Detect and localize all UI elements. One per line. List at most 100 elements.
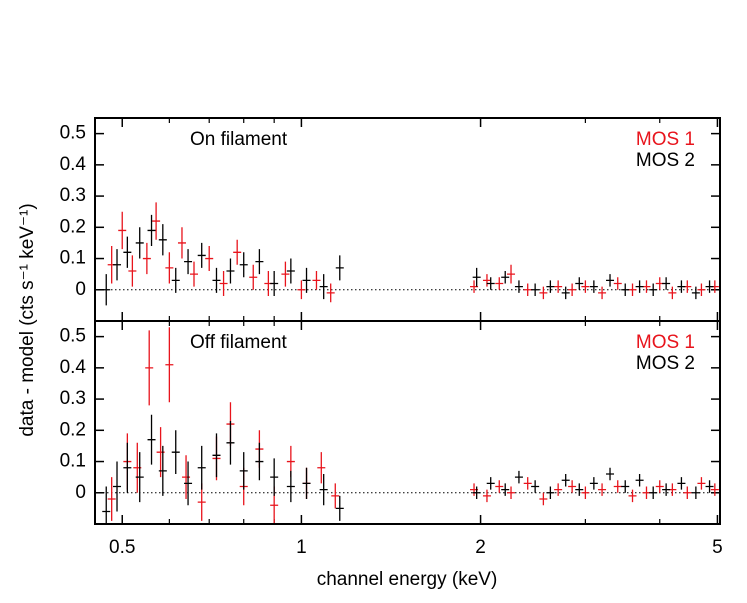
legend-label: MOS 1 [636, 332, 695, 353]
error-bar [113, 249, 122, 281]
y-tick-label: 0.2 [60, 216, 86, 237]
error-bar [705, 480, 714, 493]
error-bar [554, 483, 563, 496]
error-bar [691, 286, 700, 300]
legend-label: MOS 1 [636, 129, 695, 150]
error-bar [158, 445, 167, 496]
error-bar [561, 286, 570, 300]
error-bar [581, 486, 590, 500]
error-bar [655, 480, 664, 493]
y-tick-label: 0.3 [60, 388, 86, 409]
error-bar [561, 474, 570, 487]
error-bar [147, 214, 156, 247]
error-bar [182, 455, 191, 500]
x-tick-label: 0.5 [109, 537, 135, 558]
error-bar [710, 483, 719, 496]
error-bar [495, 277, 504, 290]
annotation: Off filament [190, 332, 288, 353]
error-bar [118, 211, 127, 250]
error-bar [184, 249, 193, 275]
x-tick-label: 5 [712, 537, 723, 558]
error-bar [297, 280, 306, 300]
y-tick-label: 0.4 [60, 154, 87, 175]
error-bar [691, 486, 700, 500]
y-tick-label: 0.1 [60, 451, 86, 472]
error-bar [589, 280, 598, 293]
error-bar [165, 327, 174, 403]
error-bar [145, 330, 154, 406]
error-bar [554, 280, 563, 293]
error-bar [677, 280, 686, 293]
error-bar [171, 267, 180, 293]
error-bar [158, 224, 167, 256]
error-bar [171, 430, 180, 475]
error-bar [312, 271, 321, 290]
error-bar [662, 483, 671, 496]
error-bar [501, 271, 510, 284]
error-bar [649, 283, 658, 297]
error-bar [249, 264, 258, 290]
error-bar [575, 483, 584, 496]
plot-area [102, 327, 719, 524]
x-axis-label: channel energy (keV) [317, 569, 498, 590]
error-bar [628, 283, 637, 297]
error-bar [302, 267, 311, 293]
error-bar [523, 283, 532, 297]
y-tick-label: 0.2 [60, 419, 86, 440]
error-bar [219, 271, 228, 297]
error-bar [589, 477, 598, 490]
error-bar [642, 280, 651, 293]
error-bar [531, 283, 540, 297]
error-bar [539, 492, 548, 506]
error-bar [239, 252, 248, 278]
y-tick-label: 0 [75, 279, 86, 300]
error-bar [628, 489, 637, 503]
error-bar [668, 286, 677, 300]
error-bar [531, 480, 540, 493]
error-bar [507, 486, 516, 500]
y-tick-label: 0.5 [60, 123, 86, 144]
error-bar [226, 258, 235, 284]
error-bar [128, 255, 137, 287]
error-bar [697, 477, 706, 490]
error-bar [501, 483, 510, 496]
error-bar [613, 480, 622, 493]
error-bar [606, 467, 615, 481]
error-bar [286, 258, 295, 284]
y-tick-label: 0.1 [60, 248, 86, 269]
error-bar [635, 474, 644, 487]
error-bar [317, 452, 326, 484]
error-bar [472, 267, 481, 287]
plot-area [102, 202, 719, 306]
error-bar [197, 242, 206, 268]
error-bar [649, 486, 658, 500]
error-bar [319, 274, 328, 300]
error-bar [677, 477, 686, 490]
error-bar [189, 261, 198, 287]
error-bar [546, 486, 555, 500]
error-bar [613, 277, 622, 290]
error-bar [546, 280, 555, 293]
frame [94, 117, 721, 322]
error-bar [326, 283, 335, 303]
error-bar [142, 242, 151, 275]
error-bar [113, 461, 122, 512]
error-bar [642, 486, 651, 500]
x-tick-label: 2 [475, 537, 486, 558]
error-bar [147, 414, 156, 465]
error-bar [539, 286, 548, 300]
error-bar [302, 467, 311, 500]
error-bar [598, 286, 607, 300]
error-bar [514, 280, 523, 293]
error-bar [281, 261, 290, 287]
error-bar [606, 274, 615, 287]
frame [94, 320, 721, 525]
error-bar [482, 274, 491, 287]
error-bar [197, 445, 206, 490]
y-axis-label: data - model (cts s⁻¹ keV⁻¹) [17, 203, 38, 436]
error-bar [255, 249, 264, 275]
error-bar [319, 474, 328, 506]
error-bar [514, 470, 523, 484]
error-bar [507, 264, 516, 284]
